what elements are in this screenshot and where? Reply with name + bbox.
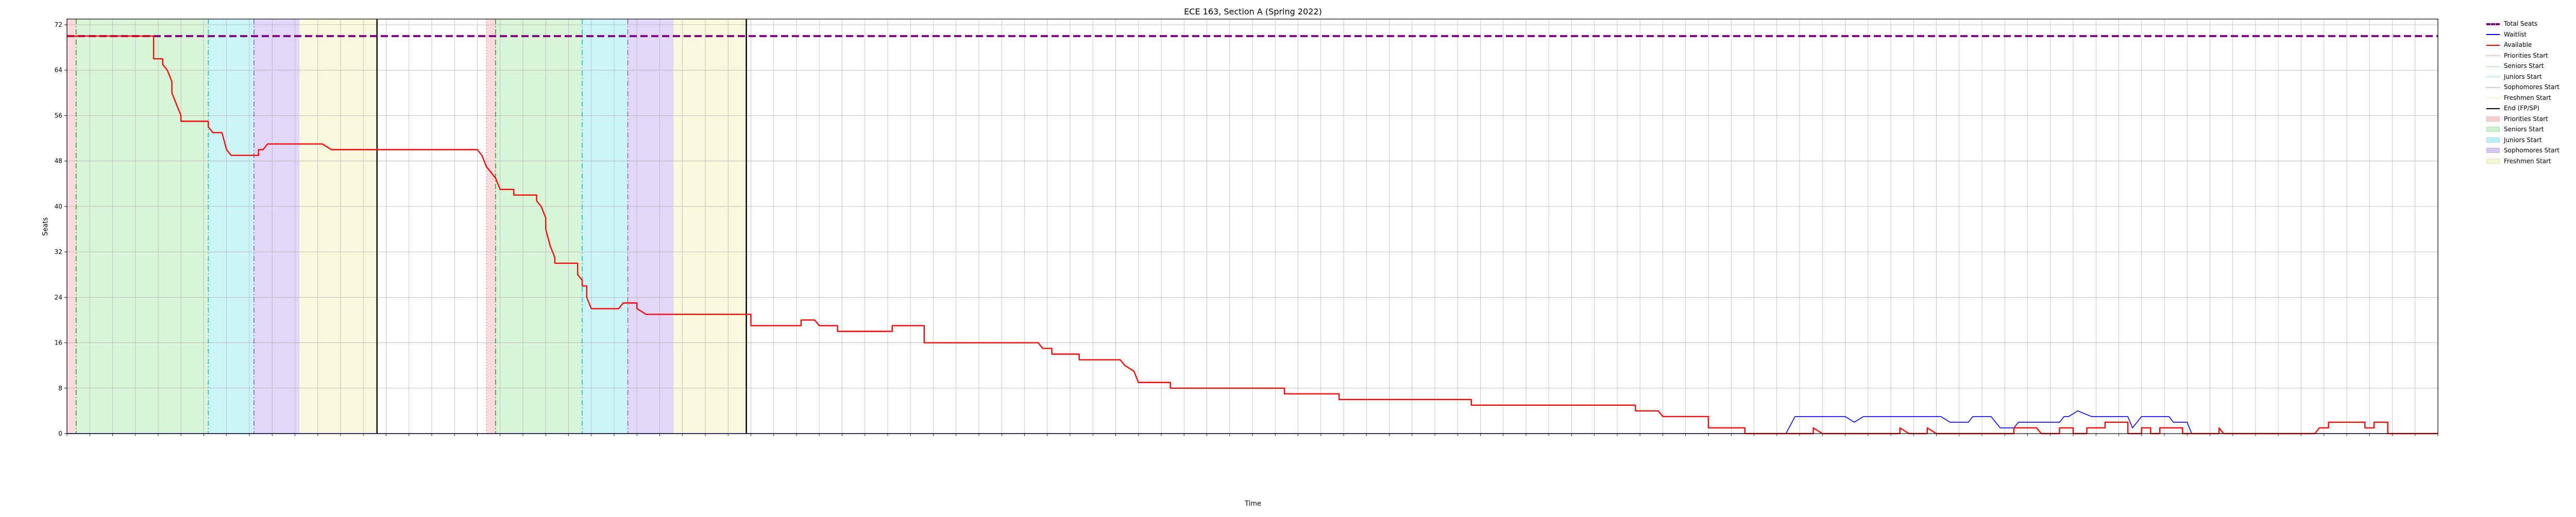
grid [66, 19, 2438, 434]
phase-span [495, 19, 583, 434]
legend-line [2486, 23, 2500, 25]
legend-item: Juniors Start [2486, 135, 2569, 146]
legend-label: Juniors Start [2504, 73, 2542, 80]
legend-swatch [2486, 63, 2500, 69]
phase-span [582, 19, 628, 434]
legend-label: Priorities Start [2504, 115, 2548, 123]
legend-label: Sophomores Start [2504, 83, 2560, 91]
phase-span [673, 19, 747, 434]
legend-swatch [2486, 31, 2500, 37]
legend-line [2486, 108, 2500, 109]
y-tick-label: 72 [55, 21, 62, 28]
legend-label: Available [2504, 41, 2532, 49]
legend-label: Waitlist [2504, 30, 2527, 38]
legend-swatch [2486, 53, 2500, 58]
phase-span [67, 19, 76, 434]
legend-label: Freshmen Start [2504, 94, 2551, 101]
y-tick-label: 56 [55, 112, 62, 119]
legend-line [2486, 65, 2500, 67]
phase-span [76, 19, 209, 434]
legend-swatch [2486, 95, 2500, 100]
legend-item: Total Seats [2486, 19, 2569, 29]
legend-swatch [2486, 74, 2500, 79]
legend-label: End (FP/SP) [2504, 105, 2540, 112]
legend-item: Freshmen Start [2486, 93, 2569, 104]
legend-label: Seniors Start [2504, 126, 2544, 133]
legend-swatch [2486, 148, 2500, 153]
legend-item: Waitlist [2486, 29, 2569, 40]
legend-swatch [2486, 116, 2500, 122]
legend: Total Seats Waitlist Available Priorities S… [2486, 19, 2569, 166]
legend-item: Sophomores Start [2486, 82, 2569, 93]
axes [66, 19, 2438, 436]
y-tick-label: 0 [58, 430, 62, 437]
phase-span [486, 19, 496, 434]
y-tick-label: 48 [55, 158, 62, 165]
y-tick-label: 16 [55, 339, 62, 347]
legend-line [2486, 97, 2500, 99]
phase-span [253, 19, 300, 434]
chart-title: ECE 163, Section A (Spring 2022) [1184, 7, 1322, 16]
legend-label: Total Seats [2504, 20, 2538, 28]
x-axis-label: Time [1244, 500, 1261, 508]
legend-item: Seniors Start [2486, 124, 2569, 135]
legend-line [2486, 76, 2500, 78]
legend-label: Sophomores Start [2504, 147, 2560, 154]
legend-label: Seniors Start [2504, 62, 2544, 70]
y-tick-labels: 0 8 16 24 32 40 48 56 64 72 [55, 21, 67, 437]
legend-swatch [2486, 127, 2500, 132]
legend-item: End (FP/SP) [2486, 103, 2569, 114]
y-tick-label: 8 [58, 385, 62, 392]
phase-span [299, 19, 377, 434]
legend-swatch [2486, 84, 2500, 90]
legend-label: Freshmen Start [2504, 157, 2551, 165]
legend-line [2486, 55, 2500, 57]
legend-swatch [2486, 137, 2500, 143]
legend-line [2486, 87, 2500, 88]
legend-label: Priorities Start [2504, 51, 2548, 59]
y-tick-label: 32 [55, 248, 62, 255]
legend-item: Priorities Start [2486, 50, 2569, 61]
legend-swatch [2486, 158, 2500, 164]
legend-line [2486, 44, 2500, 46]
legend-item: Freshmen Start [2486, 156, 2569, 167]
legend-swatch [2486, 42, 2500, 48]
legend-item: Seniors Start [2486, 61, 2569, 72]
series-waitlist-line [67, 410, 2438, 434]
series-available-line [67, 35, 2438, 435]
phase-span [208, 19, 254, 434]
y-tick-label: 24 [55, 294, 62, 301]
phase-span [628, 19, 674, 434]
legend-item: Priorities Start [2486, 114, 2569, 125]
legend-line [2486, 34, 2500, 36]
legend-swatch [2486, 106, 2500, 111]
phase-spans [67, 19, 747, 434]
series-lines [67, 35, 2438, 435]
legend-label: Juniors Start [2504, 136, 2542, 144]
y-tick-label: 64 [55, 66, 62, 74]
legend-item: Juniors Start [2486, 72, 2569, 82]
y-tick-label: 40 [55, 203, 62, 210]
legend-swatch [2486, 21, 2500, 27]
legend-item: Sophomores Start [2486, 145, 2569, 156]
legend-item: Available [2486, 40, 2569, 50]
y-axis-label: Seats [42, 217, 49, 236]
